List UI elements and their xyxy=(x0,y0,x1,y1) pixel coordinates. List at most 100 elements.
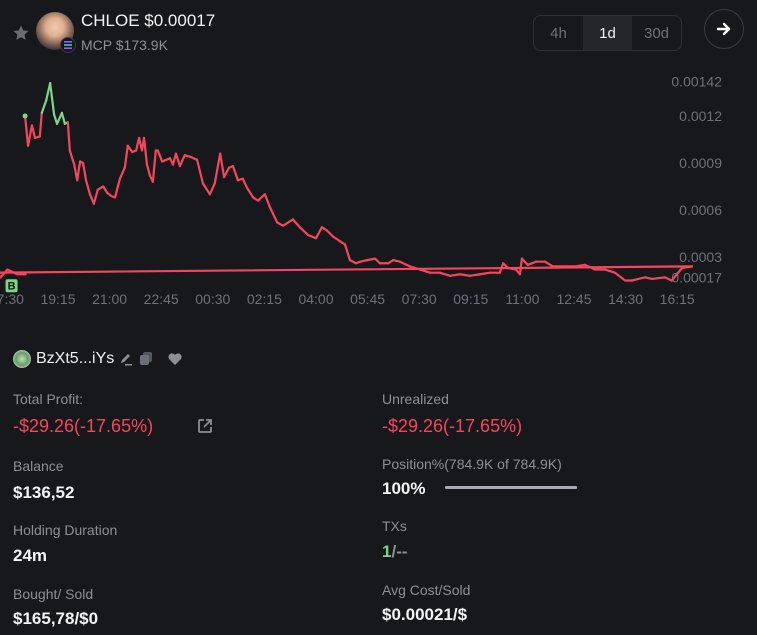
price-line-segment xyxy=(449,273,462,277)
holding-duration-label: Holding Duration xyxy=(13,522,118,538)
arrow-right-icon xyxy=(716,22,731,36)
price-line-segment xyxy=(142,136,149,166)
price-line-segment xyxy=(68,149,76,166)
balance-value: $136,52 xyxy=(13,483,75,502)
price-line-segment xyxy=(0,268,9,279)
price-line-segment xyxy=(219,152,226,179)
price-line-segment xyxy=(145,163,151,177)
price-line-segment xyxy=(76,160,82,182)
price-line-segment xyxy=(123,144,129,169)
heart-icon[interactable] xyxy=(163,352,187,366)
price-line-segment xyxy=(458,273,471,277)
position-label: Position%(784.9K of 784.9K) xyxy=(382,456,562,472)
buy-marker[interactable] xyxy=(5,279,18,293)
price-line-segment xyxy=(178,154,186,168)
price-line-segment xyxy=(543,260,554,268)
price-line-segment xyxy=(419,268,432,274)
position-bar-fill xyxy=(445,486,577,489)
x-tick-label: 14:30 xyxy=(608,291,643,307)
price-line-segment xyxy=(189,155,199,161)
price-line-segment xyxy=(81,161,88,182)
price-line-segment xyxy=(307,233,318,240)
txs-value: 1/-- xyxy=(382,542,408,562)
price-line-segment xyxy=(392,259,402,263)
market-cap: MCP $173.9K xyxy=(81,37,168,53)
price-line-segment xyxy=(520,257,529,266)
start-point xyxy=(22,113,28,119)
price-line-segment xyxy=(92,188,99,205)
current-price-label: 0.00017 xyxy=(671,269,722,285)
txs-buys: 1 xyxy=(382,542,392,561)
x-tick-label: 12:45 xyxy=(556,291,591,307)
avg-cost-label: Avg Cost/Sold xyxy=(382,582,471,598)
price-line-segment xyxy=(23,114,30,147)
go-button[interactable] xyxy=(704,9,744,49)
price-line-segment xyxy=(156,149,164,163)
x-tick-label: 22:45 xyxy=(144,291,179,307)
txs-label: TXs xyxy=(382,518,407,534)
total-profit-value: -$29.26(-17.65%) xyxy=(13,416,154,436)
price-line-segment xyxy=(231,165,239,182)
x-tick-label: 19:15 xyxy=(40,291,75,307)
price-line-segment xyxy=(174,152,181,168)
wallet-name[interactable]: BzXt5...iYs xyxy=(36,350,115,367)
price-line-segment xyxy=(223,166,231,179)
x-tick-label: 05:45 xyxy=(350,291,385,307)
x-tick-label: 07:30 xyxy=(402,291,437,307)
price-line-segment xyxy=(332,235,342,243)
bought-sold-value: $165,78/$0 xyxy=(13,609,99,628)
price-line-segment xyxy=(118,166,126,180)
y-tick-label: 0.0006 xyxy=(679,202,722,218)
price-line-segment xyxy=(30,124,37,140)
price-line-segment xyxy=(263,193,271,208)
x-tick-label: 21:00 xyxy=(92,291,127,307)
solana-icon xyxy=(60,37,76,53)
x-tick-label: 00:30 xyxy=(195,291,230,307)
avg-cost-value: $0.00021/$ xyxy=(382,605,468,624)
price-line-segment xyxy=(348,259,357,265)
unrealized-label: Unrealized xyxy=(382,391,449,407)
holding-duration-value: 24m xyxy=(13,546,48,565)
price-line-segment xyxy=(644,276,654,281)
price-line-segment xyxy=(398,260,411,268)
price-line-segment xyxy=(526,260,538,266)
price-line-segment xyxy=(55,111,64,125)
price-line-segment xyxy=(366,257,377,262)
price-line-segment xyxy=(26,124,34,147)
timeframe-1d[interactable]: 1d xyxy=(583,16,632,50)
price-line-segment xyxy=(256,193,266,202)
edit-icon[interactable] xyxy=(119,352,133,366)
position-bar xyxy=(445,486,577,489)
price-line-segment xyxy=(573,263,586,268)
timeframe-selector: 4h 1d 30d xyxy=(533,15,682,51)
price-line-segment xyxy=(49,81,56,116)
timeframe-4h[interactable]: 4h xyxy=(550,24,567,42)
price-line-segment xyxy=(161,157,172,163)
price-line-segment xyxy=(359,259,369,263)
price-line-segment xyxy=(479,271,492,276)
price-line-segment xyxy=(208,182,216,196)
x-tick-label: 02:15 xyxy=(247,291,282,307)
price-line-segment xyxy=(373,257,381,265)
price-line-segment xyxy=(195,158,205,185)
price-line-segment xyxy=(670,266,684,282)
external-link-icon[interactable] xyxy=(197,418,213,434)
x-tick-label: 17:30 xyxy=(0,291,24,307)
price-line-segment xyxy=(113,177,122,199)
price-line-segment xyxy=(314,226,323,240)
copy-icon[interactable] xyxy=(138,352,154,366)
favorite-star-icon[interactable] xyxy=(12,24,30,42)
price-line-segment xyxy=(325,229,335,238)
price-line-segment xyxy=(603,268,616,274)
price-line-segment xyxy=(438,271,452,277)
price-line-segment xyxy=(241,177,249,190)
x-tick-label: 09:15 xyxy=(453,291,488,307)
timeframe-30d[interactable]: 30d xyxy=(643,24,670,42)
price-line-segment xyxy=(60,111,66,125)
price-line-segment xyxy=(6,268,19,276)
price-line-segment xyxy=(663,276,673,282)
price-line-segment xyxy=(518,257,524,276)
price-line-segment xyxy=(281,218,295,227)
buy-marker-label: B xyxy=(8,281,16,293)
wallet-row: BzXt5...iYs xyxy=(13,350,187,368)
